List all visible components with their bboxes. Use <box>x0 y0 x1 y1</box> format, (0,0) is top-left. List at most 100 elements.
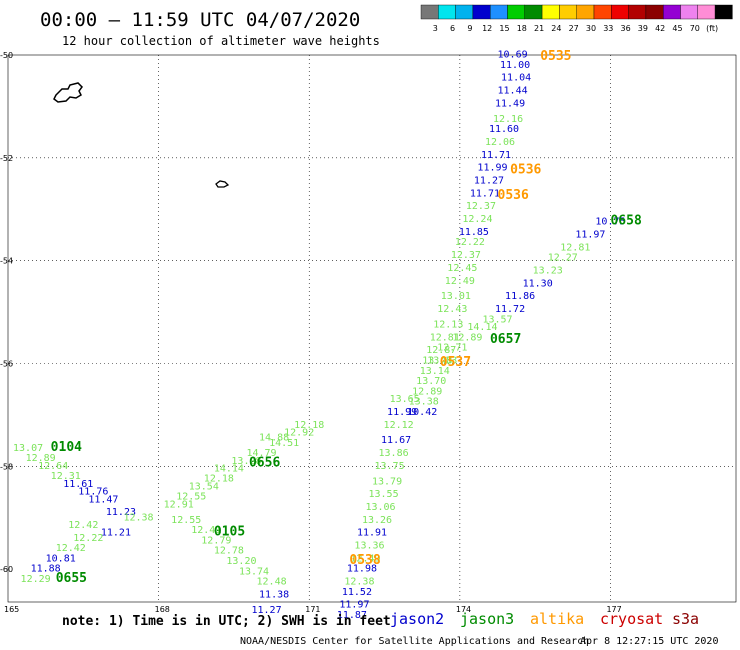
swh-value: 13.55 <box>368 489 398 500</box>
swh-value: 11.52 <box>342 587 372 598</box>
scale-swatch <box>611 4 629 20</box>
scale-label: 45 <box>672 24 682 33</box>
swh-value: 10.69 <box>498 50 528 61</box>
scale-label: 24 <box>551 24 561 33</box>
scale-swatch <box>559 4 577 20</box>
swh-value: 12.55 <box>176 492 206 503</box>
swh-value: 12.64 <box>38 461 68 472</box>
scale-swatch <box>714 4 733 20</box>
swh-value: 13.86 <box>379 448 409 459</box>
lon-tick-label: 165 <box>4 605 19 614</box>
swh-value: 13.28 <box>231 456 261 467</box>
scale-swatch <box>663 4 681 20</box>
track-time-label: 0538 <box>349 553 380 568</box>
swh-value: 13.74 <box>239 566 269 577</box>
swh-value: 13.23 <box>533 266 563 277</box>
swh-value: 12.55 <box>171 515 201 526</box>
swh-value: 12.43 <box>437 304 467 315</box>
legend-jason3: jason3 <box>460 610 514 628</box>
swh-value: 12.37 <box>466 201 496 212</box>
legend-cryosat: cryosat <box>600 610 663 628</box>
scale-label: 12 <box>482 24 492 33</box>
swh-value: 13.75 <box>375 461 405 472</box>
legend-altika: altika <box>530 610 584 628</box>
swh-value: 12.87 <box>426 345 456 356</box>
swh-value: 11.60 <box>489 124 519 135</box>
legend-s3a: s3a <box>672 610 699 628</box>
track-time-label: 0536 <box>510 162 541 177</box>
scale-label: 33 <box>603 24 613 33</box>
swh-value: 11.88 <box>31 564 61 575</box>
swh-value: 13.38 <box>409 397 439 408</box>
scale-swatch <box>490 4 508 20</box>
scale-label: (ft) <box>706 24 718 33</box>
swh-value: 11.71 <box>481 150 511 161</box>
scale-label: 39 <box>638 24 648 33</box>
scale-swatch <box>628 4 647 20</box>
lat-tick-label: -58 <box>0 462 13 471</box>
swh-value: 10.75 <box>595 217 625 228</box>
swh-value: 12.18 <box>294 420 324 431</box>
swh-value: 12.18 <box>204 474 234 485</box>
swh-value: 12.49 <box>350 553 380 564</box>
swh-value: 11.87 <box>337 610 367 621</box>
lon-tick-label: 168 <box>155 605 170 614</box>
swh-value: 12.06 <box>485 137 515 148</box>
swh-value: 14.79 <box>246 448 276 459</box>
scale-label: 42 <box>655 24 665 33</box>
swh-value: 12.12 <box>384 420 414 431</box>
lon-tick-label: 177 <box>606 605 621 614</box>
axis-labels: 165 168 171 174 177 -50 -52 -54 -56 -58 -60 <box>0 51 622 614</box>
swh-value: 11.98 <box>347 564 377 575</box>
timestamp: Apr 8 12:27:15 UTC 2020 <box>580 636 718 647</box>
swh-value: 12.22 <box>455 237 485 248</box>
swh-value: 11.30 <box>523 278 553 289</box>
scale-label: 3 <box>433 24 438 33</box>
swh-value: 12.42 <box>56 543 86 554</box>
swh-value: 11.97 <box>339 600 369 611</box>
swh-value: 12.13 <box>433 320 463 331</box>
track-time-label: 0658 <box>610 214 641 229</box>
swh-value: 11.99 <box>477 163 507 174</box>
swh-value: 10.42 <box>407 407 437 418</box>
scale-swatch <box>524 4 543 20</box>
swh-value: 12.92 <box>284 427 314 438</box>
swh-value: 11.61 <box>63 479 93 490</box>
track-time-label: 0535 <box>540 49 571 64</box>
campbell-island-shape <box>215 180 230 188</box>
scale-label: 30 <box>586 24 596 33</box>
swh-value: 12.81 <box>430 332 460 343</box>
scale-label: 18 <box>517 24 527 33</box>
swh-value: 12.31 <box>51 471 81 482</box>
scale-swatch <box>455 4 474 20</box>
swh-value: 13.01 <box>441 291 471 302</box>
swh-value: 12.22 <box>73 533 103 544</box>
swh-value: 12.38 <box>123 512 153 523</box>
swh-value: 14.14 <box>214 463 244 474</box>
map-title: 00:00 – 11:59 UTC 04/07/2020 <box>40 9 360 31</box>
swh-value: 11.27 <box>474 176 504 187</box>
swh-value: 13.65 <box>390 394 420 405</box>
swh-value: 11.85 <box>459 227 489 238</box>
swh-value: 13.36 <box>354 541 384 552</box>
swh-value: 11.27 <box>252 605 282 616</box>
plot-frame <box>7 54 737 603</box>
track-time-label: 0656 <box>249 455 280 470</box>
scale-label: 9 <box>467 24 472 33</box>
swh-value: 12.79 <box>201 535 231 546</box>
lat-tick-label: -54 <box>0 257 13 266</box>
swh-value: 11.67 <box>381 435 411 446</box>
swh-value: 11.04 <box>501 73 531 84</box>
swh-value: 12.27 <box>548 253 578 264</box>
scale-swatch <box>541 4 560 20</box>
track-time-label: 0655 <box>56 571 87 586</box>
swh-value: 12.89 <box>26 453 56 464</box>
swh-value: 12.16 <box>493 114 523 125</box>
scale-label: 6 <box>450 24 455 33</box>
scale-swatch <box>576 4 595 20</box>
graticule <box>8 55 736 600</box>
lon-tick-label: 174 <box>456 605 471 614</box>
lon-tick-label: 171 <box>305 605 320 614</box>
swh-value: 12.29 <box>21 574 51 585</box>
